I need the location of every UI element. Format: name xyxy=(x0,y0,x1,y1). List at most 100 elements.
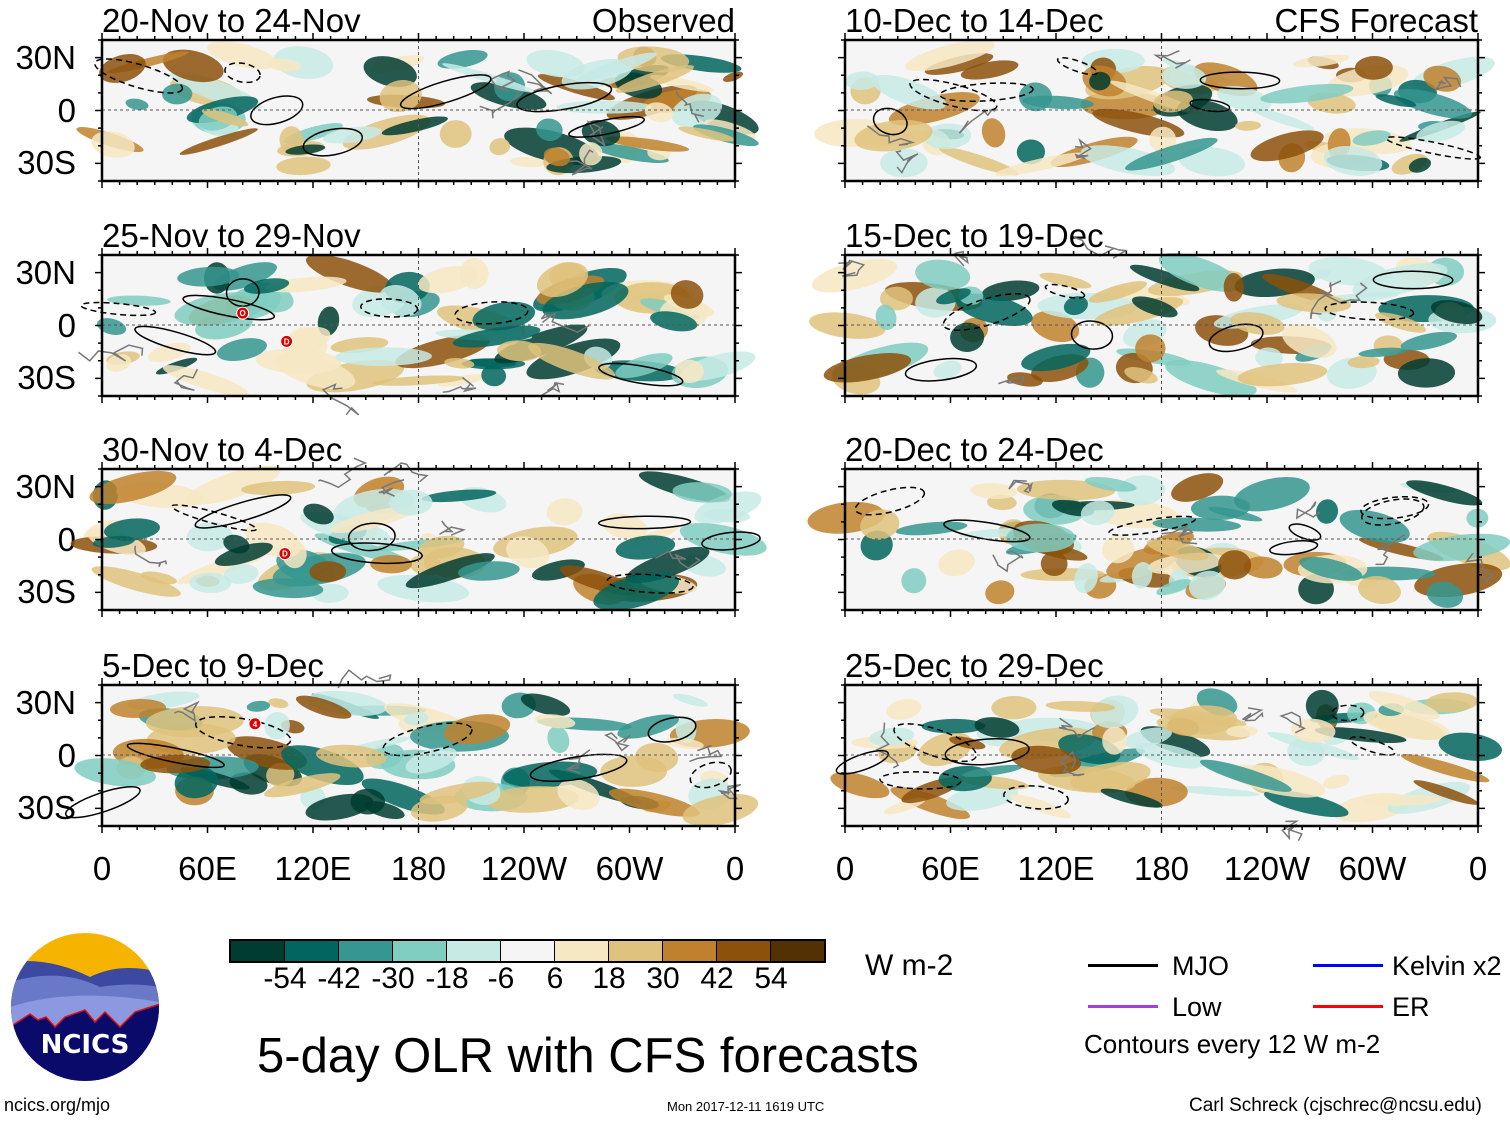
olr-anomaly-shade xyxy=(1426,581,1464,608)
olr-anomaly-shade xyxy=(201,108,249,127)
olr-anomaly-shade xyxy=(593,572,679,611)
colorbar-tick-label: -54 xyxy=(263,962,307,995)
olr-anomaly-shade xyxy=(1156,579,1192,596)
olr-anomaly-shade xyxy=(1149,126,1177,153)
colorbar-tick-label: -30 xyxy=(371,962,415,995)
olr-anomaly-shade xyxy=(103,518,160,541)
olr-anomaly-shade xyxy=(923,123,972,150)
panel-title: 20-Nov to 24-Nov xyxy=(102,2,361,39)
mjo-contour xyxy=(939,82,1034,103)
olr-anomaly-shade xyxy=(650,311,698,332)
coastline xyxy=(958,108,996,134)
y-tick-label: 30N xyxy=(15,254,76,291)
olr-anomaly-shade xyxy=(1255,347,1283,369)
olr-anomaly-shade xyxy=(1199,759,1292,792)
olr-anomaly-shade xyxy=(223,564,259,584)
olr-anomaly-shade xyxy=(673,693,708,707)
mjo-contour xyxy=(1385,136,1482,160)
olr-anomaly-shade xyxy=(1237,363,1328,387)
olr-anomaly-shade xyxy=(179,128,258,155)
olr-anomaly-shade xyxy=(444,358,475,369)
olr-anomaly-shade xyxy=(405,553,495,589)
olr-anomaly-shade xyxy=(1408,157,1432,173)
olr-anomaly-shade xyxy=(1131,562,1153,589)
coastline xyxy=(439,520,467,536)
tc-label: D xyxy=(284,337,290,346)
colorbar-units: W m-2 xyxy=(865,949,954,982)
olr-anomaly-shade xyxy=(1006,523,1076,553)
olr-anomaly-shade xyxy=(602,513,648,540)
olr-anomaly-shade xyxy=(526,49,585,78)
coastline xyxy=(78,344,144,362)
olr-anomaly-shade xyxy=(443,714,511,745)
x-tick-label: 120W xyxy=(480,850,568,887)
olr-anomaly-shade xyxy=(534,714,576,729)
colorbar xyxy=(229,939,826,963)
olr-anomaly-shade xyxy=(405,747,458,774)
panel-header: CFS Forecast xyxy=(1274,2,1478,39)
olr-anomaly-shade xyxy=(309,561,347,583)
olr-anomaly-shade xyxy=(644,102,674,123)
coastline xyxy=(689,744,723,763)
olr-anomaly-shade xyxy=(91,566,181,597)
coastline xyxy=(518,69,553,95)
olr-anomaly-shade xyxy=(590,143,669,163)
olr-anomaly-shade xyxy=(675,715,697,744)
olr-anomaly-shade xyxy=(140,571,177,585)
olr-anomaly-shade xyxy=(244,278,290,294)
olr-anomaly-shade xyxy=(1089,71,1111,91)
x-tick-label: 60W xyxy=(1338,850,1407,887)
olr-anomaly-shade xyxy=(1102,726,1127,755)
mjo-contour xyxy=(701,531,761,551)
olr-anomaly-shade xyxy=(682,793,759,826)
map-panel: D xyxy=(70,457,767,617)
olr-anomaly-shade xyxy=(497,340,542,362)
coastline xyxy=(541,381,565,396)
olr-anomaly-shade xyxy=(671,93,723,128)
coastline xyxy=(1060,751,1085,777)
map-panel xyxy=(807,462,1510,617)
panel-title: 30-Nov to 4-Dec xyxy=(102,431,343,468)
legend-line-mjo xyxy=(1088,964,1158,967)
olr-anomaly-shade xyxy=(985,580,1015,605)
contour-note: Contours every 12 W m-2 xyxy=(1084,1029,1381,1059)
x-tick-label: 0 xyxy=(725,850,745,887)
olr-anomaly-shade xyxy=(557,778,600,810)
olr-anomaly-shade xyxy=(879,286,913,311)
olr-anomaly-shade xyxy=(546,498,583,526)
olr-anomaly-shade xyxy=(674,359,704,384)
legend-line-er xyxy=(1313,1005,1383,1008)
olr-anomaly-shade xyxy=(186,522,233,552)
olr-anomaly-shade xyxy=(1117,475,1165,506)
olr-anomaly-shade xyxy=(1165,360,1257,397)
olr-anomaly-shade xyxy=(174,766,218,799)
coastline xyxy=(173,700,200,723)
colorbar-swatch xyxy=(339,941,393,961)
olr-anomaly-shade xyxy=(303,503,334,525)
olr-anomaly-shade xyxy=(678,126,735,142)
olr-anomaly-shade xyxy=(147,342,191,362)
site-url[interactable]: ncics.org/mjo xyxy=(4,1095,111,1115)
olr-anomaly-shade xyxy=(608,788,700,817)
x-tick-label: 180 xyxy=(390,850,447,887)
coastline xyxy=(378,479,405,497)
mjo-contour xyxy=(330,542,423,565)
olr-anomaly-shade xyxy=(1011,745,1082,775)
olr-anomaly-shade xyxy=(162,365,249,397)
olr-anomaly-shade xyxy=(506,536,550,569)
mjo-contour xyxy=(399,74,492,110)
mjo-contour xyxy=(250,95,304,126)
mjo-contour xyxy=(1269,540,1319,556)
coastline xyxy=(1008,479,1033,494)
tropical-cyclone-marker: 4 xyxy=(248,717,262,731)
coastline xyxy=(875,722,899,769)
y-tick-label: 0 xyxy=(57,92,76,129)
mjo-contour xyxy=(689,761,732,789)
olr-anomaly-shade xyxy=(458,561,520,581)
mjo-contour xyxy=(942,293,1031,331)
legend-label-er: ER xyxy=(1392,992,1430,1022)
olr-anomaly-shade xyxy=(410,795,468,822)
colorbar-tick-label: 30 xyxy=(646,962,680,995)
coastline xyxy=(489,70,517,93)
